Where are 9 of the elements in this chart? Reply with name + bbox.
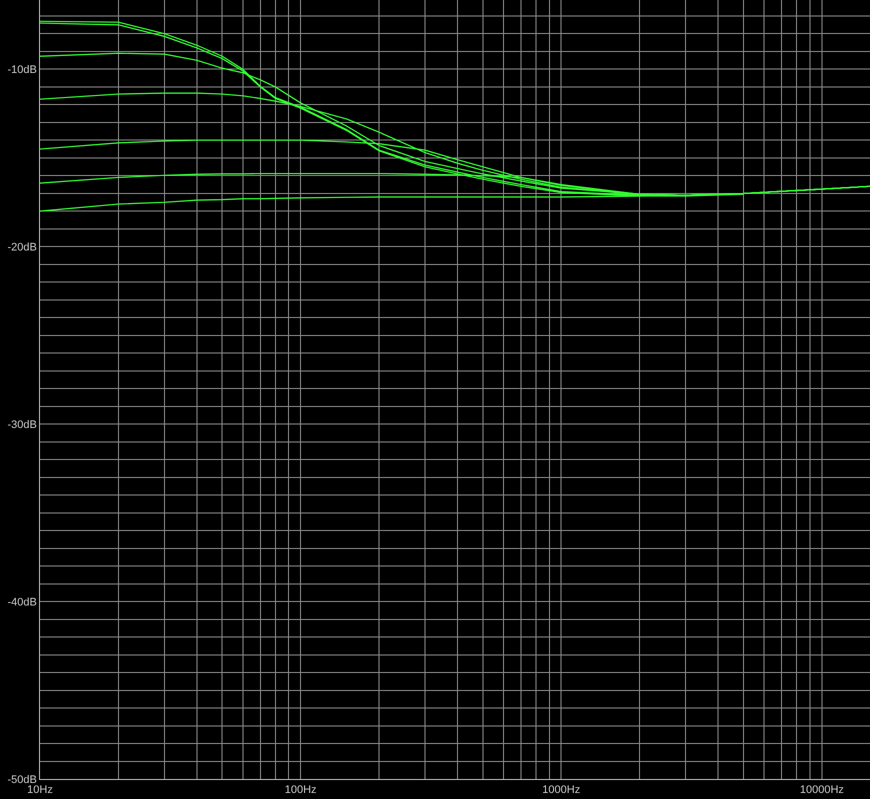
x-tick-label: 10Hz [27,784,53,796]
x-tick-label: 10000Hz [800,784,844,796]
y-tick-label: -20dB [7,242,37,254]
y-tick-label: -30dB [7,418,37,431]
y-tick-label: -50dB [7,774,37,786]
x-tick-label: 1000Hz [542,784,580,796]
y-tick-label: -40dB [7,596,37,608]
y-tick-label: -10dB [7,64,37,76]
x-tick-label: 100Hz [284,784,317,796]
